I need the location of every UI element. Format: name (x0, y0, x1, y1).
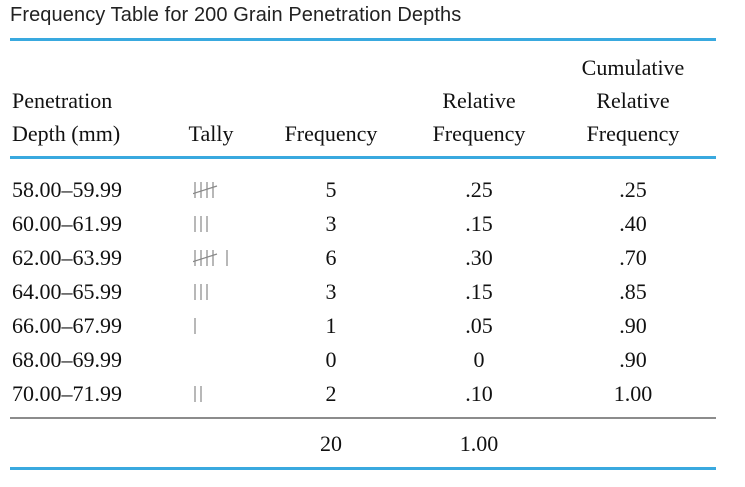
header-cumulative-line1: Cumulative (581, 55, 685, 80)
row-frequency: 3 (325, 211, 337, 236)
table-caption: Frequency Table for 200 Grain Penetratio… (10, 4, 462, 26)
top-rule (10, 38, 716, 41)
row-depth-range: 68.00–69.99 (12, 347, 122, 372)
tally-marks-icon (193, 247, 253, 269)
tally-marks-icon (193, 315, 253, 337)
tally-marks-icon (193, 281, 253, 303)
tally-marks-icon (193, 213, 253, 235)
tally-marks-icon (193, 383, 253, 405)
row-frequency: 6 (325, 245, 337, 270)
row-relative-frequency: .30 (465, 245, 493, 270)
row-depth-range: 58.00–59.99 (12, 177, 122, 202)
header-depth-line1: Penetration (12, 88, 113, 113)
total-frequency: 20 (320, 431, 342, 456)
row-frequency: 5 (325, 177, 337, 202)
header-depth-line2: Depth (mm) (12, 121, 121, 146)
row-cumulative-frequency: .70 (619, 245, 647, 270)
row-depth-range: 62.00–63.99 (12, 245, 122, 270)
row-cumulative-frequency: .85 (619, 279, 647, 304)
header-cumulative-line3: Frequency (586, 121, 680, 146)
header-cumulative-line2: Relative (596, 88, 670, 113)
row-frequency: 0 (325, 347, 337, 372)
row-frequency: 3 (325, 279, 337, 304)
row-depth-range: 66.00–67.99 (12, 313, 122, 338)
row-relative-frequency: .25 (465, 177, 493, 202)
bottom-rule (10, 467, 716, 470)
row-depth-range: 70.00–71.99 (12, 381, 122, 406)
row-cumulative-frequency: .40 (619, 211, 647, 236)
total-relative: 1.00 (459, 431, 499, 456)
row-cumulative-frequency: .25 (619, 177, 647, 202)
row-relative-frequency: .05 (465, 313, 493, 338)
row-depth-range: 60.00–61.99 (12, 211, 122, 236)
row-cumulative-frequency: .90 (619, 347, 647, 372)
header-rule (10, 156, 716, 159)
row-relative-frequency: .15 (465, 279, 493, 304)
totals-divider (10, 417, 716, 419)
header-frequency: Frequency (284, 121, 378, 146)
header-relative-line2: Frequency (432, 121, 526, 146)
row-relative-frequency: .15 (465, 211, 493, 236)
tally-marks-icon (193, 349, 253, 371)
row-relative-frequency: .10 (465, 381, 493, 406)
row-relative-frequency: 0 (473, 347, 485, 372)
row-cumulative-frequency: 1.00 (613, 381, 653, 406)
tally-marks-icon (193, 179, 253, 201)
header-relative-line1: Relative (442, 88, 516, 113)
header-tally: Tally (188, 121, 234, 146)
row-frequency: 1 (325, 313, 337, 338)
row-depth-range: 64.00–65.99 (12, 279, 122, 304)
row-cumulative-frequency: .90 (619, 313, 647, 338)
row-frequency: 2 (325, 381, 337, 406)
